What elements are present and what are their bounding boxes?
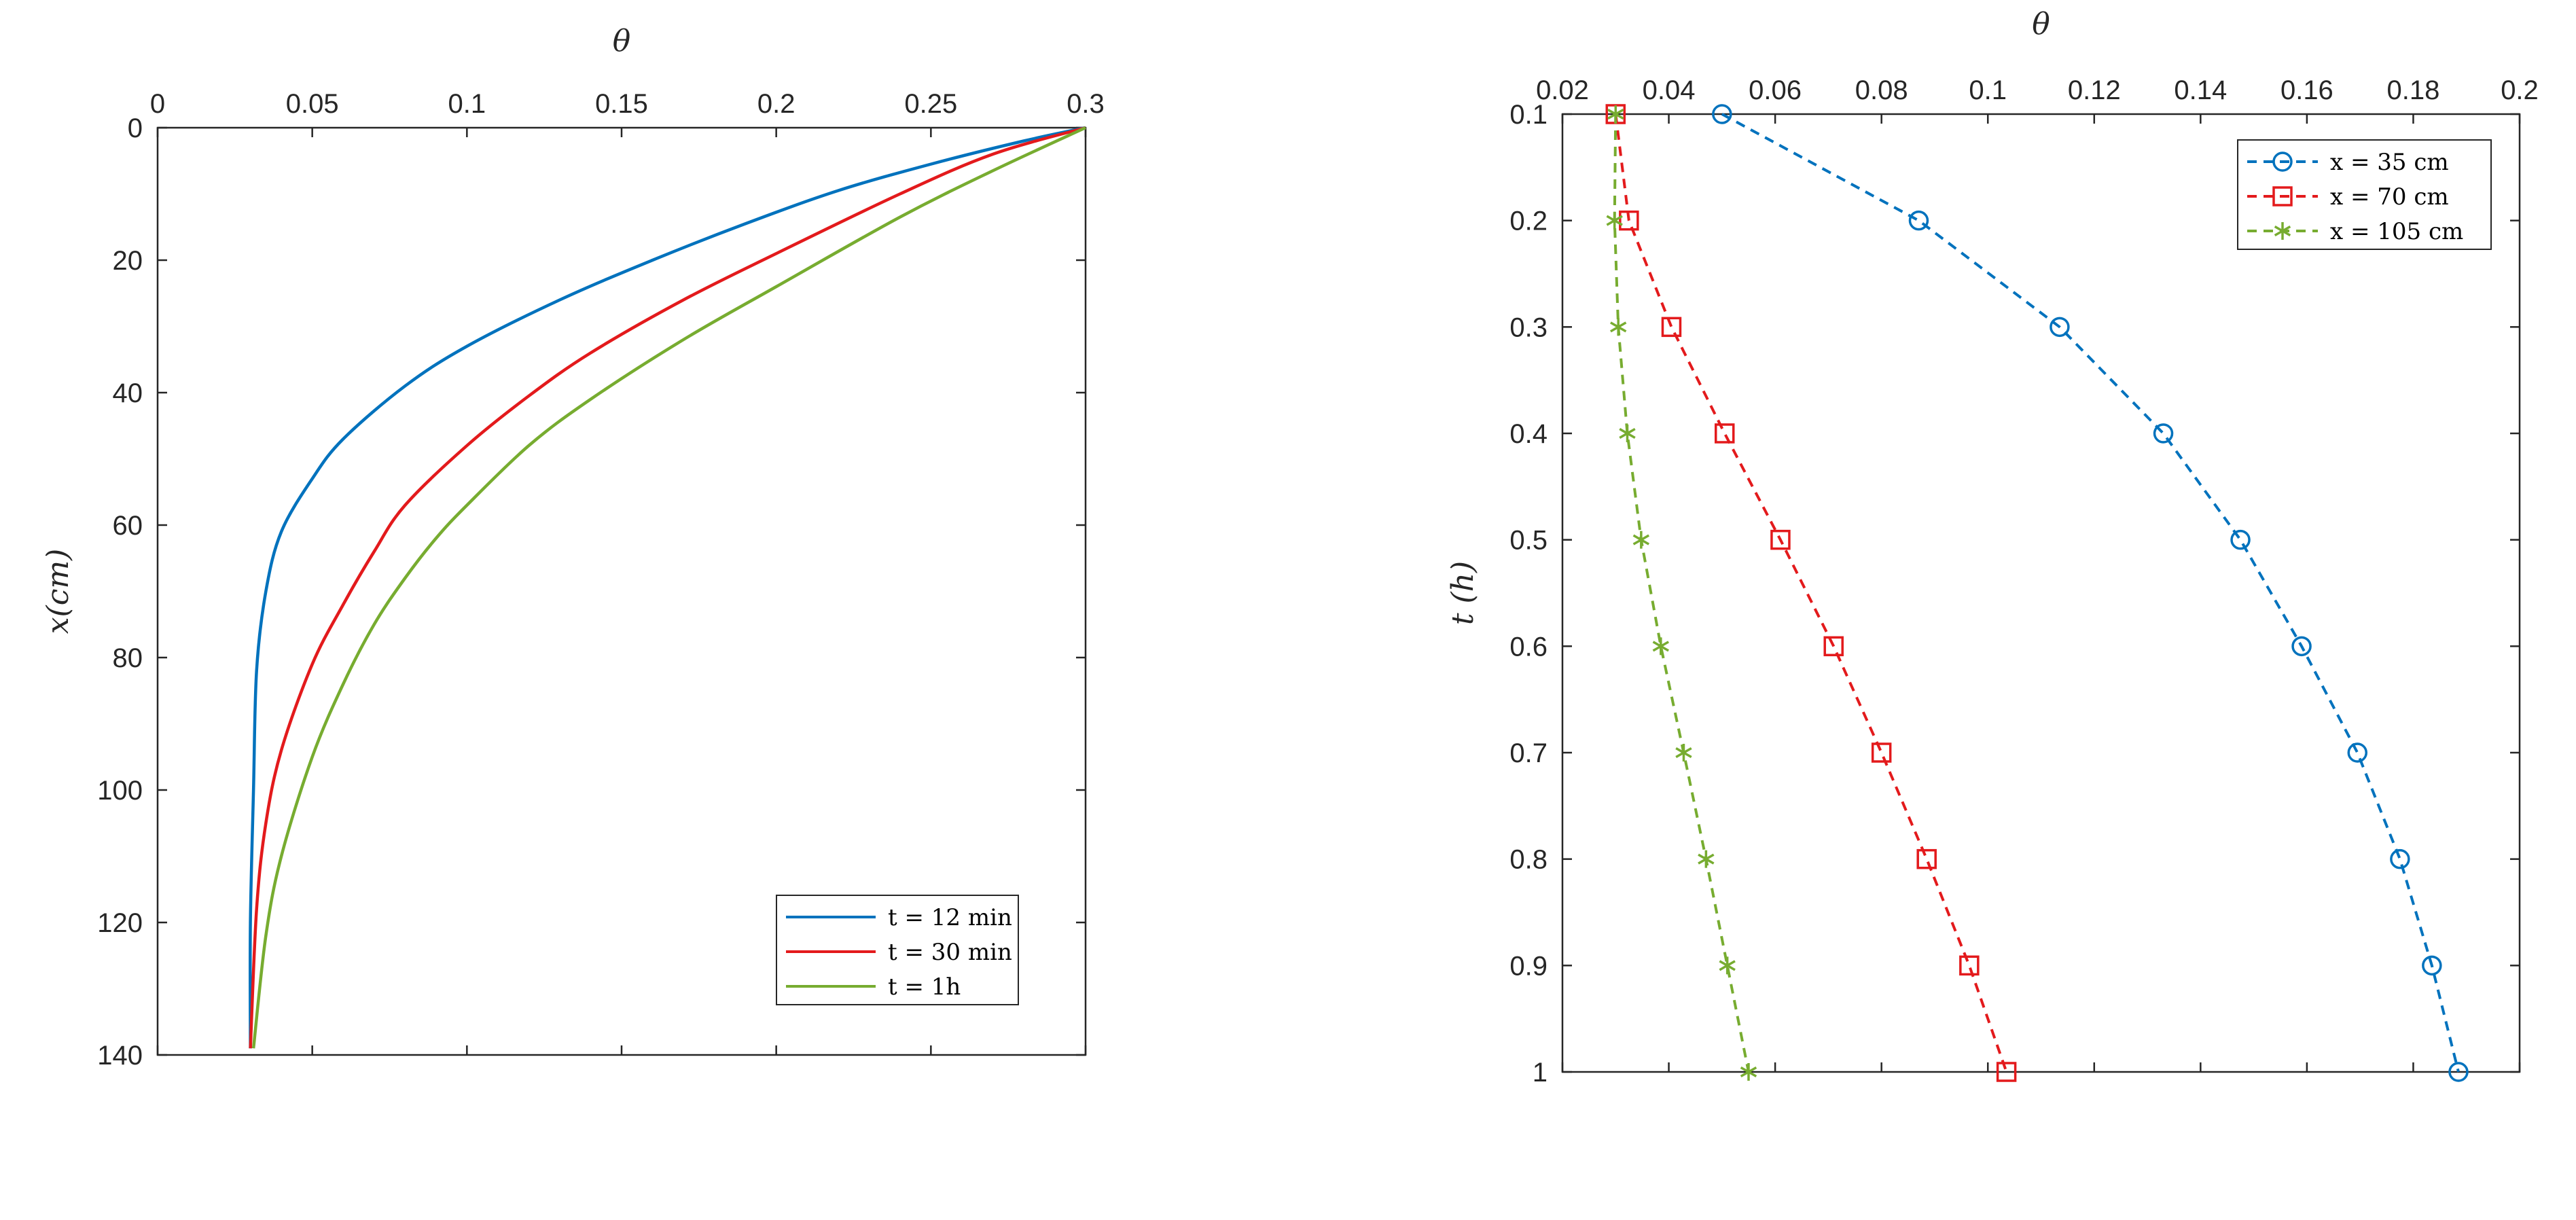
series-line [249, 126, 1086, 1049]
data-point [1661, 317, 1682, 338]
data-point [2347, 742, 2368, 763]
data-point [1996, 1062, 2017, 1082]
legend-label: t = 12 min [888, 904, 1012, 931]
y-tick-label: 0.4 [1509, 419, 1548, 449]
data-point [1675, 744, 1692, 761]
data-point [2390, 848, 2410, 869]
x-axis-label: θ [613, 24, 631, 58]
x-tick-label: 0.2 [757, 89, 795, 119]
y-tick-label: 20 [113, 246, 143, 276]
legend: x = 35 cm x = 70 cm x = 105 cm [2237, 139, 2492, 250]
x-tick-label: 0.05 [286, 89, 339, 119]
y-tick-label: 120 [97, 908, 143, 938]
x-tick-label: 0.15 [595, 89, 648, 119]
series-3 [251, 126, 1086, 1049]
chart-right-theta-vs-time: 0.02 0.04 0.06 0.08 0.1 0.12 0.14 0.16 0.18 0.2 0.… [1446, 7, 2539, 1088]
legend-label: t = 30 min [888, 939, 1012, 966]
data-point [1619, 425, 1636, 442]
y-axis-label: x(cm) [41, 549, 75, 634]
legend-marker [2272, 151, 2293, 172]
y-tick-label: 0.7 [1509, 738, 1548, 768]
series-line [249, 126, 1086, 1049]
legend-label: x = 70 cm [2330, 183, 2449, 211]
series-1 [249, 126, 1086, 1049]
x-tick-label: 0.1 [1969, 75, 2007, 105]
x-tick-label: 0.12 [2068, 75, 2121, 105]
chart-left-theta-vs-depth: 0 0.05 0.1 0.15 0.2 0.25 0.3 0 20 40 60 80 100 120 140… [41, 24, 1105, 1071]
data-point [1916, 848, 1937, 869]
x-tick-label: 0.16 [2280, 75, 2333, 105]
y-tick-label: 40 [113, 378, 143, 408]
x-axis-label: θ [2032, 7, 2050, 41]
y-axis-label: t (h) [1446, 561, 1480, 625]
data-point [1619, 210, 1639, 231]
data-point [1871, 742, 1892, 763]
x-tick-label: 0.18 [2387, 75, 2440, 105]
y-tick-label: 60 [113, 511, 143, 541]
series-2 [1605, 104, 2017, 1082]
series-line [1721, 113, 2460, 1073]
data-point [1698, 850, 1715, 868]
data-point [1606, 211, 1623, 230]
data-point [1607, 105, 1624, 123]
data-point [2422, 955, 2442, 976]
y-tick-label: 0 [128, 113, 143, 143]
y-tick-label: 1 [1533, 1058, 1548, 1088]
x-tick-label: 0.3 [1067, 89, 1105, 119]
data-point [1719, 956, 1736, 975]
legend-box [2237, 139, 2492, 250]
data-point [1770, 529, 1791, 550]
legend-label: x = 105 cm [2330, 218, 2463, 245]
series-line [1614, 113, 2008, 1073]
legend: t = 12 min t = 30 min t = 1h [776, 895, 1019, 1005]
series-1 [1712, 104, 2469, 1082]
y-tick-label: 140 [97, 1041, 143, 1071]
series-2 [249, 126, 1086, 1049]
legend-label: x = 35 cm [2330, 149, 2449, 176]
data-point [1712, 104, 1732, 124]
series-line [251, 126, 1086, 1049]
y-tick-label: 100 [97, 776, 143, 806]
data-point [2230, 529, 2251, 550]
legend-marker [2272, 186, 2293, 207]
y-tick-label: 0.5 [1509, 526, 1548, 556]
data-point [1823, 636, 1844, 657]
x-tick-label: 0.14 [2174, 75, 2227, 105]
y-tick-label: 0.2 [1509, 207, 1548, 236]
y-tick-label: 0.8 [1509, 845, 1548, 875]
x-tick-label: 0.04 [1643, 75, 1696, 105]
y-tick-label: 0.1 [1509, 100, 1548, 130]
x-tick-label: 0 [150, 89, 165, 119]
data-point [1908, 210, 1929, 231]
legend-box [776, 895, 1019, 1005]
plot-frame [1561, 113, 2521, 1073]
y-tick-label: 0.3 [1509, 312, 1548, 342]
data-point [2050, 317, 2070, 338]
data-point [1652, 637, 1669, 656]
series-line [1613, 113, 1750, 1073]
x-tick-label: 0.25 [904, 89, 957, 119]
data-point [1714, 423, 1735, 444]
x-tick-label: 0.1 [448, 89, 486, 119]
y-tick-label: 0.6 [1509, 632, 1548, 662]
legend-marker [2274, 222, 2291, 240]
data-point [1959, 955, 1980, 976]
legend-label: t = 1h [888, 973, 961, 1001]
y-tick-label: 80 [113, 643, 143, 673]
data-point [1632, 531, 1650, 549]
series-3 [1606, 105, 1757, 1081]
x-tick-label: 0.02 [1536, 75, 1589, 105]
data-point [2153, 423, 2174, 444]
x-tick-label: 0.06 [1749, 75, 1802, 105]
data-point [1610, 318, 1627, 336]
x-tick-label: 0.2 [2501, 75, 2539, 105]
x-tick-label: 0.08 [1855, 75, 1908, 105]
data-point [2448, 1062, 2469, 1082]
y-tick-label: 0.9 [1509, 951, 1548, 981]
data-point [1740, 1063, 1757, 1081]
data-point [2291, 636, 2312, 657]
